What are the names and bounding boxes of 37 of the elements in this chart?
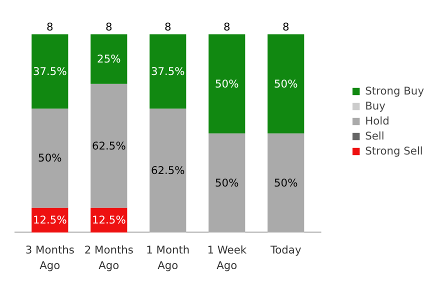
data-label: 50% [215,77,239,90]
x-tick-label: 1 Week Ago [207,244,248,272]
data-label: 37.5% [32,64,67,78]
bar [32,108,68,208]
bar [268,133,304,232]
data-label: 62.5% [150,164,185,178]
data-label: 12.5% [32,214,67,227]
bar [32,34,68,109]
data-label: 62.5% [92,139,126,152]
x-tick-label: Today [269,244,302,256]
data-label: 50% [215,176,239,190]
bar [268,34,304,134]
bar [208,34,246,134]
legend-label: Hold [365,114,390,128]
annotation: 8 [282,20,290,34]
bar [150,108,186,232]
legend-label: Strong Sell [365,144,423,158]
legend-label: Sell [365,130,386,142]
data-label: 50% [274,77,298,90]
bar [90,34,128,84]
data-label: 50% [274,176,298,190]
x-tick-label: 3 Months Ago [25,244,75,272]
data-label: 37.5% [150,64,185,78]
annotation: 8 [223,20,230,34]
annotation: 8 [164,20,172,34]
data-label: 12.5% [92,214,126,227]
data-label: 50% [38,152,62,165]
data-label: 25% [97,52,121,66]
bar [208,133,246,232]
legend-label: Strong Buy [365,84,424,98]
x-tick-label: 1 Month Ago [146,244,190,272]
annotation: 8 [106,20,112,34]
annotation: 8 [46,20,54,34]
x-tick-label: 2 Months Ago [84,244,134,272]
legend-label: Buy [365,100,386,112]
bar [90,84,128,208]
bar [150,34,186,109]
